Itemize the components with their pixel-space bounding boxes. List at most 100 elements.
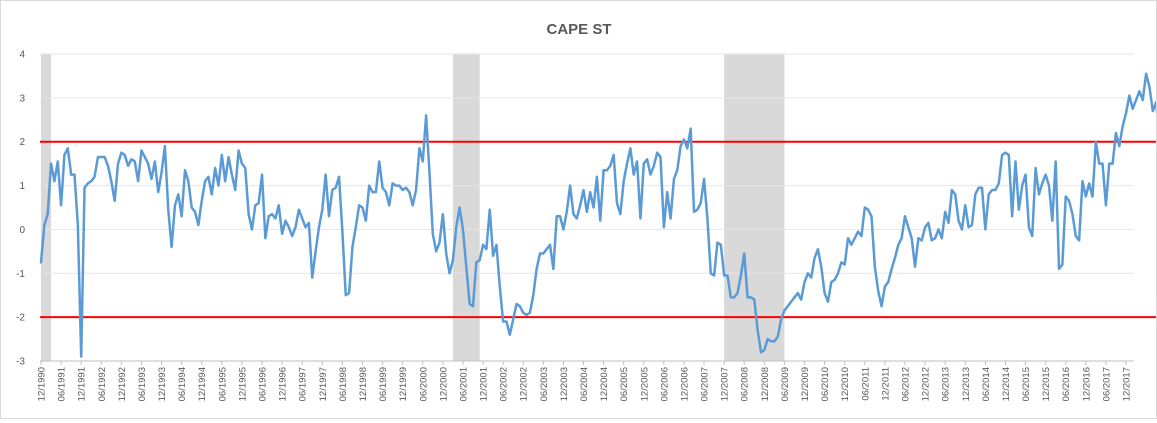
x-tick-label: 06/2008 — [740, 367, 751, 401]
x-tick-label: 12/2011 — [880, 367, 891, 401]
data-point — [945, 211, 946, 212]
x-tick-label: 06/1992 — [97, 367, 108, 401]
data-point — [563, 229, 564, 230]
data-point — [710, 273, 711, 274]
data-point — [717, 242, 718, 243]
data-point — [703, 178, 704, 179]
data-point — [1018, 209, 1019, 210]
data-point — [620, 213, 621, 214]
data-point — [506, 321, 507, 322]
data-point — [235, 189, 236, 190]
data-point — [87, 183, 88, 184]
x-tick-label: 06/1993 — [137, 367, 148, 401]
data-point — [616, 203, 617, 204]
data-point — [961, 229, 962, 230]
data-point — [643, 163, 644, 164]
data-point — [734, 297, 735, 298]
data-point — [955, 194, 956, 195]
data-point — [1048, 185, 1049, 186]
x-tick-label: 12/1999 — [398, 367, 409, 401]
data-point — [54, 181, 55, 182]
data-point — [794, 297, 795, 298]
data-point — [780, 319, 781, 320]
data-point — [724, 275, 725, 276]
data-point — [593, 207, 594, 208]
data-point — [807, 273, 808, 274]
data-point — [288, 227, 289, 228]
data-point — [436, 251, 437, 252]
data-point — [499, 286, 500, 287]
data-point — [891, 268, 892, 269]
data-point — [573, 213, 574, 214]
data-point — [1042, 183, 1043, 184]
data-point — [633, 174, 634, 175]
x-tick-label: 06/2005 — [619, 367, 630, 401]
y-tick-label: 0 — [19, 225, 25, 236]
data-point — [660, 156, 661, 157]
data-point — [650, 174, 651, 175]
data-point — [559, 216, 560, 217]
data-point — [539, 253, 540, 254]
data-point — [395, 185, 396, 186]
data-point — [784, 310, 785, 311]
data-point — [750, 297, 751, 298]
data-point — [978, 187, 979, 188]
data-point — [251, 229, 252, 230]
x-tick-label: 12/2008 — [760, 367, 771, 401]
x-tick-label: 06/2002 — [499, 367, 510, 401]
data-point — [924, 227, 925, 228]
data-point — [737, 292, 738, 293]
data-point — [298, 209, 299, 210]
x-tick-label: 12/2009 — [800, 367, 811, 401]
data-point — [429, 172, 430, 173]
data-point — [1005, 152, 1006, 153]
x-tick-label: 06/1995 — [217, 367, 228, 401]
x-tick-label: 12/2006 — [679, 367, 690, 401]
data-point — [492, 255, 493, 256]
data-point — [482, 244, 483, 245]
data-point — [841, 262, 842, 263]
data-point — [117, 163, 118, 164]
x-tick-label: 12/2003 — [559, 367, 570, 401]
data-point — [888, 281, 889, 282]
x-tick-label: 12/2007 — [720, 367, 731, 401]
data-point — [208, 176, 209, 177]
data-point — [630, 148, 631, 149]
y-tick-label: -1 — [16, 269, 25, 280]
data-point — [40, 262, 41, 263]
x-tick-label: 06/1999 — [378, 367, 389, 401]
data-point — [218, 185, 219, 186]
data-point — [422, 161, 423, 162]
data-point — [348, 292, 349, 293]
data-point — [1105, 205, 1106, 206]
data-point — [161, 172, 162, 173]
data-point — [938, 229, 939, 230]
data-point — [215, 167, 216, 168]
data-point — [670, 218, 671, 219]
x-tick-label: 12/2004 — [599, 367, 610, 401]
data-point — [104, 156, 105, 157]
data-point — [663, 227, 664, 228]
data-point — [412, 205, 413, 206]
x-tick-label: 12/1991 — [77, 367, 88, 401]
data-point — [764, 349, 765, 350]
data-point — [851, 244, 852, 245]
data-point — [479, 260, 480, 261]
x-tick-label: 12/1998 — [358, 367, 369, 401]
data-point — [677, 170, 678, 171]
data-point — [1062, 264, 1063, 265]
data-point — [486, 249, 487, 250]
data-point — [50, 163, 51, 164]
data-point — [740, 275, 741, 276]
data-point — [1152, 110, 1153, 111]
data-point — [1142, 99, 1143, 100]
data-point — [988, 194, 989, 195]
x-tick-label: 12/2013 — [961, 367, 972, 401]
data-point — [636, 161, 637, 162]
x-tick-label: 06/2003 — [539, 367, 550, 401]
data-point — [265, 238, 266, 239]
data-point — [566, 211, 567, 212]
data-point — [1115, 132, 1116, 133]
data-point — [74, 174, 75, 175]
